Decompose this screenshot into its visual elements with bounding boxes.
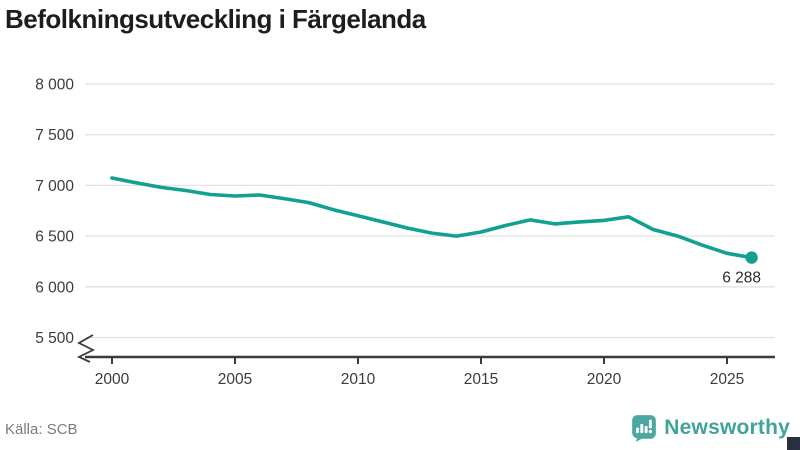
bar-mid-icon [644,426,648,434]
exclamation-stem-icon [649,419,653,429]
axis-break-icon [76,334,96,363]
bar-short-icon [636,427,640,434]
y-tick-label: 6 500 [35,229,74,246]
chart-title: Befolkningsutveckling i Färgelanda [5,4,426,34]
end-value-label: 6 288 [722,270,761,287]
exclamation-dot-icon [649,429,653,434]
x-tick-label: 2010 [341,371,376,388]
y-tick-label: 8 000 [35,77,74,94]
bar-tall-icon [640,423,644,434]
x-tick-label: 2000 [95,371,130,388]
y-tick-label: 5 500 [35,330,74,347]
end-dot [745,251,758,264]
corner-mark [787,437,800,450]
y-tick-label: 6 000 [35,279,74,296]
newsworthy-bubble-chart-icon [632,415,657,442]
x-tick-label: 2015 [464,371,498,388]
x-tick-label: 2020 [587,371,622,388]
newsworthy-wordmark: Newsworthy [664,416,790,439]
series-line [110,176,754,260]
x-tick-label: 2005 [218,371,252,388]
newsworthy-logo[interactable]: Newsworthy [631,414,790,442]
y-tick-label: 7 000 [35,178,74,195]
y-tick-label: 7 500 [35,127,74,144]
source-label: Källa: SCB [5,421,78,438]
x-tick-label: 2025 [710,371,744,388]
